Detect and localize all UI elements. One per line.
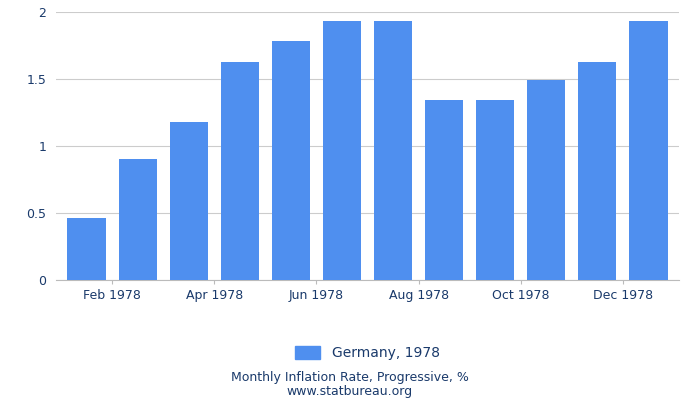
- Bar: [118, 159, 157, 280]
- Bar: [220, 62, 259, 280]
- Bar: [425, 100, 463, 280]
- Bar: [527, 80, 566, 280]
- Bar: [578, 62, 617, 280]
- Text: Monthly Inflation Rate, Progressive, %: Monthly Inflation Rate, Progressive, %: [231, 372, 469, 384]
- Bar: [169, 122, 208, 280]
- Bar: [67, 218, 106, 280]
- Bar: [374, 21, 412, 280]
- Bar: [629, 21, 668, 280]
- Legend: Germany, 1978: Germany, 1978: [290, 340, 445, 366]
- Bar: [323, 21, 361, 280]
- Bar: [272, 42, 310, 280]
- Text: www.statbureau.org: www.statbureau.org: [287, 385, 413, 398]
- Bar: [476, 100, 514, 280]
